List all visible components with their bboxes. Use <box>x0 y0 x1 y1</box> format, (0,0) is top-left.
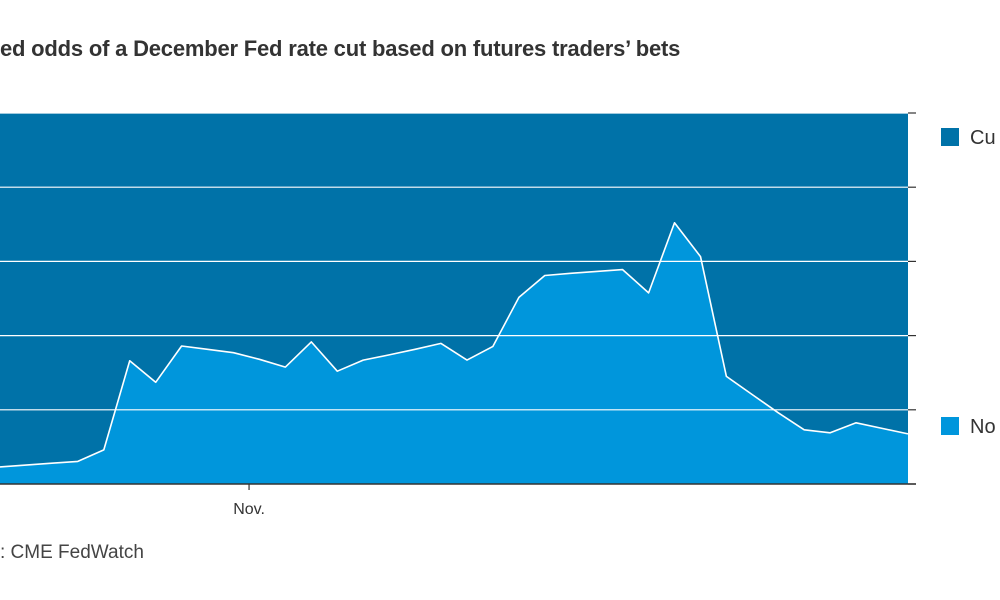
axes: Nov. <box>0 112 916 518</box>
x-tick-label: Nov. <box>233 501 265 518</box>
legend: Cu No <box>941 127 996 438</box>
series-area-no <box>0 222 908 485</box>
legend-swatch-cu <box>941 128 959 146</box>
legend-label-cu: Cu <box>970 127 996 149</box>
chart-source: : CME FedWatch <box>0 542 144 563</box>
gridlines <box>0 112 916 411</box>
chart-title: ed odds of a December Fed rate cut based… <box>0 36 681 61</box>
legend-label-no: No <box>970 416 996 438</box>
series-area-group <box>0 222 909 485</box>
series-line-no <box>0 222 909 468</box>
legend-swatch-no <box>941 417 959 435</box>
